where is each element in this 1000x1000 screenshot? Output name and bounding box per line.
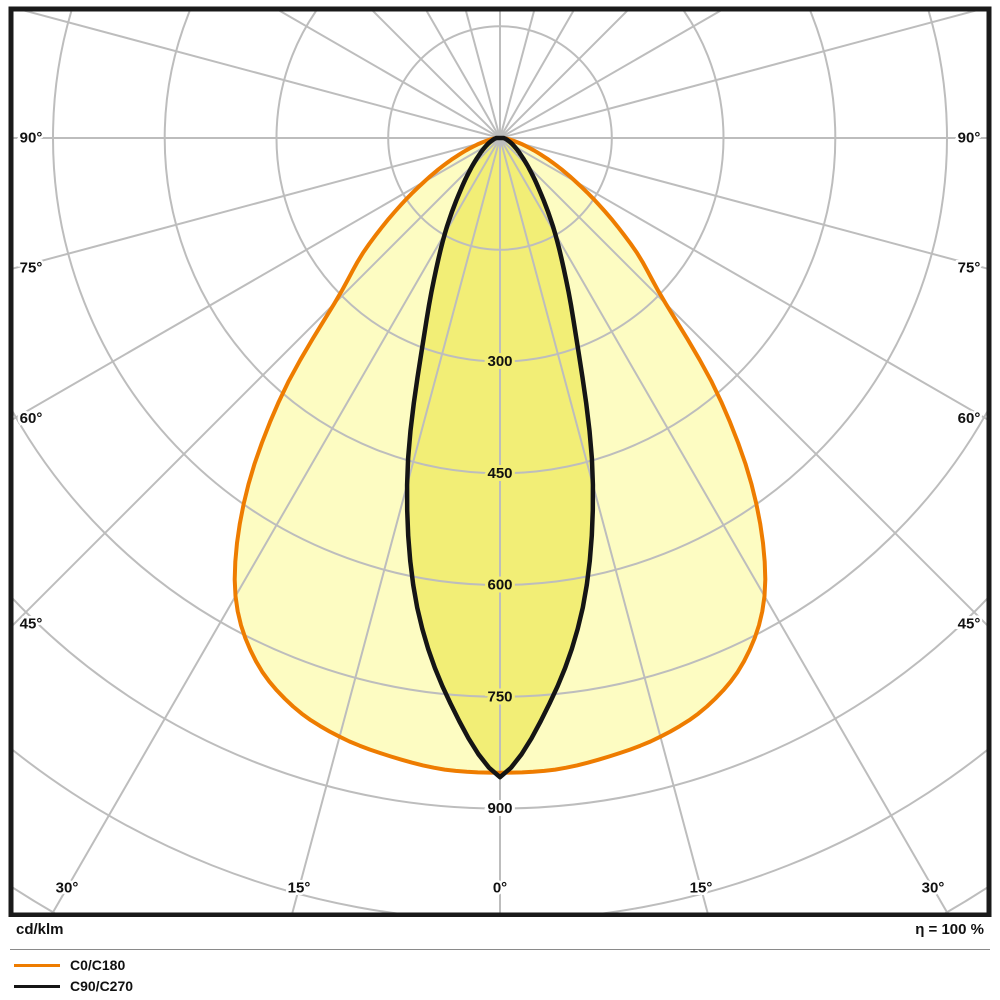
grid-ray (499, 137, 987, 626)
legend-item-c90-c270: C90/C270 (14, 977, 133, 995)
angle-label: 45° (958, 616, 981, 633)
c90-c270-line-swatch (14, 984, 60, 988)
radial-tick-label: 900 (487, 800, 512, 817)
angle-label: 75° (20, 260, 43, 277)
grid-ray (24, 11, 501, 139)
grid-ray (499, 137, 987, 270)
angle-label: 75° (958, 260, 981, 277)
angle-label: 15° (288, 880, 311, 897)
radial-tick-label: 750 (487, 688, 512, 705)
grid-ray (499, 11, 628, 139)
grid-ray (13, 137, 501, 421)
radial-tick-label: 300 (487, 353, 512, 370)
grid-ray (291, 137, 501, 913)
angle-label: 30° (922, 880, 945, 897)
angle-label: 60° (20, 410, 43, 427)
angle-label: 15° (690, 880, 713, 897)
legend-item-c0-c180: C0/C180 (14, 956, 133, 974)
grid-ray (13, 137, 501, 270)
grid-ray (51, 137, 501, 913)
grid-ray (499, 11, 722, 139)
footer-row: cd/klm η = 100 % (16, 921, 984, 938)
units-label: cd/klm (16, 921, 64, 938)
grid-ray (499, 11, 575, 139)
grid-ray (13, 137, 501, 626)
grid-ray (499, 137, 709, 913)
legend-divider (10, 949, 990, 950)
efficiency-label: η = 100 % (915, 921, 984, 938)
grid-ray (499, 11, 976, 139)
grid-ray (499, 137, 949, 913)
angle-label: 60° (958, 410, 981, 427)
plot-area: 300 450 600 750 900 (13, 11, 987, 913)
angle-label: 30° (56, 880, 79, 897)
chart-border (8, 6, 992, 917)
angle-label: 45° (20, 616, 43, 633)
grid-ray (278, 11, 501, 139)
angle-label: 90° (20, 130, 43, 147)
c0-c180-label: C0/C180 (70, 957, 126, 973)
legend: C0/C180 C90/C270 (14, 956, 133, 995)
radial-tick-label: 450 (487, 465, 512, 482)
polar-grid (13, 11, 987, 913)
angle-label: 90° (958, 130, 981, 147)
c0-c180-line-swatch (14, 963, 60, 967)
grid-ray (499, 137, 987, 421)
grid-ray (425, 11, 501, 139)
radial-tick-label: 600 (487, 577, 512, 594)
angle-label: 0° (493, 880, 507, 897)
grid-ray (372, 11, 501, 139)
curve-c90-c270 (404, 135, 596, 780)
c90-c270-label: C90/C270 (70, 978, 134, 994)
